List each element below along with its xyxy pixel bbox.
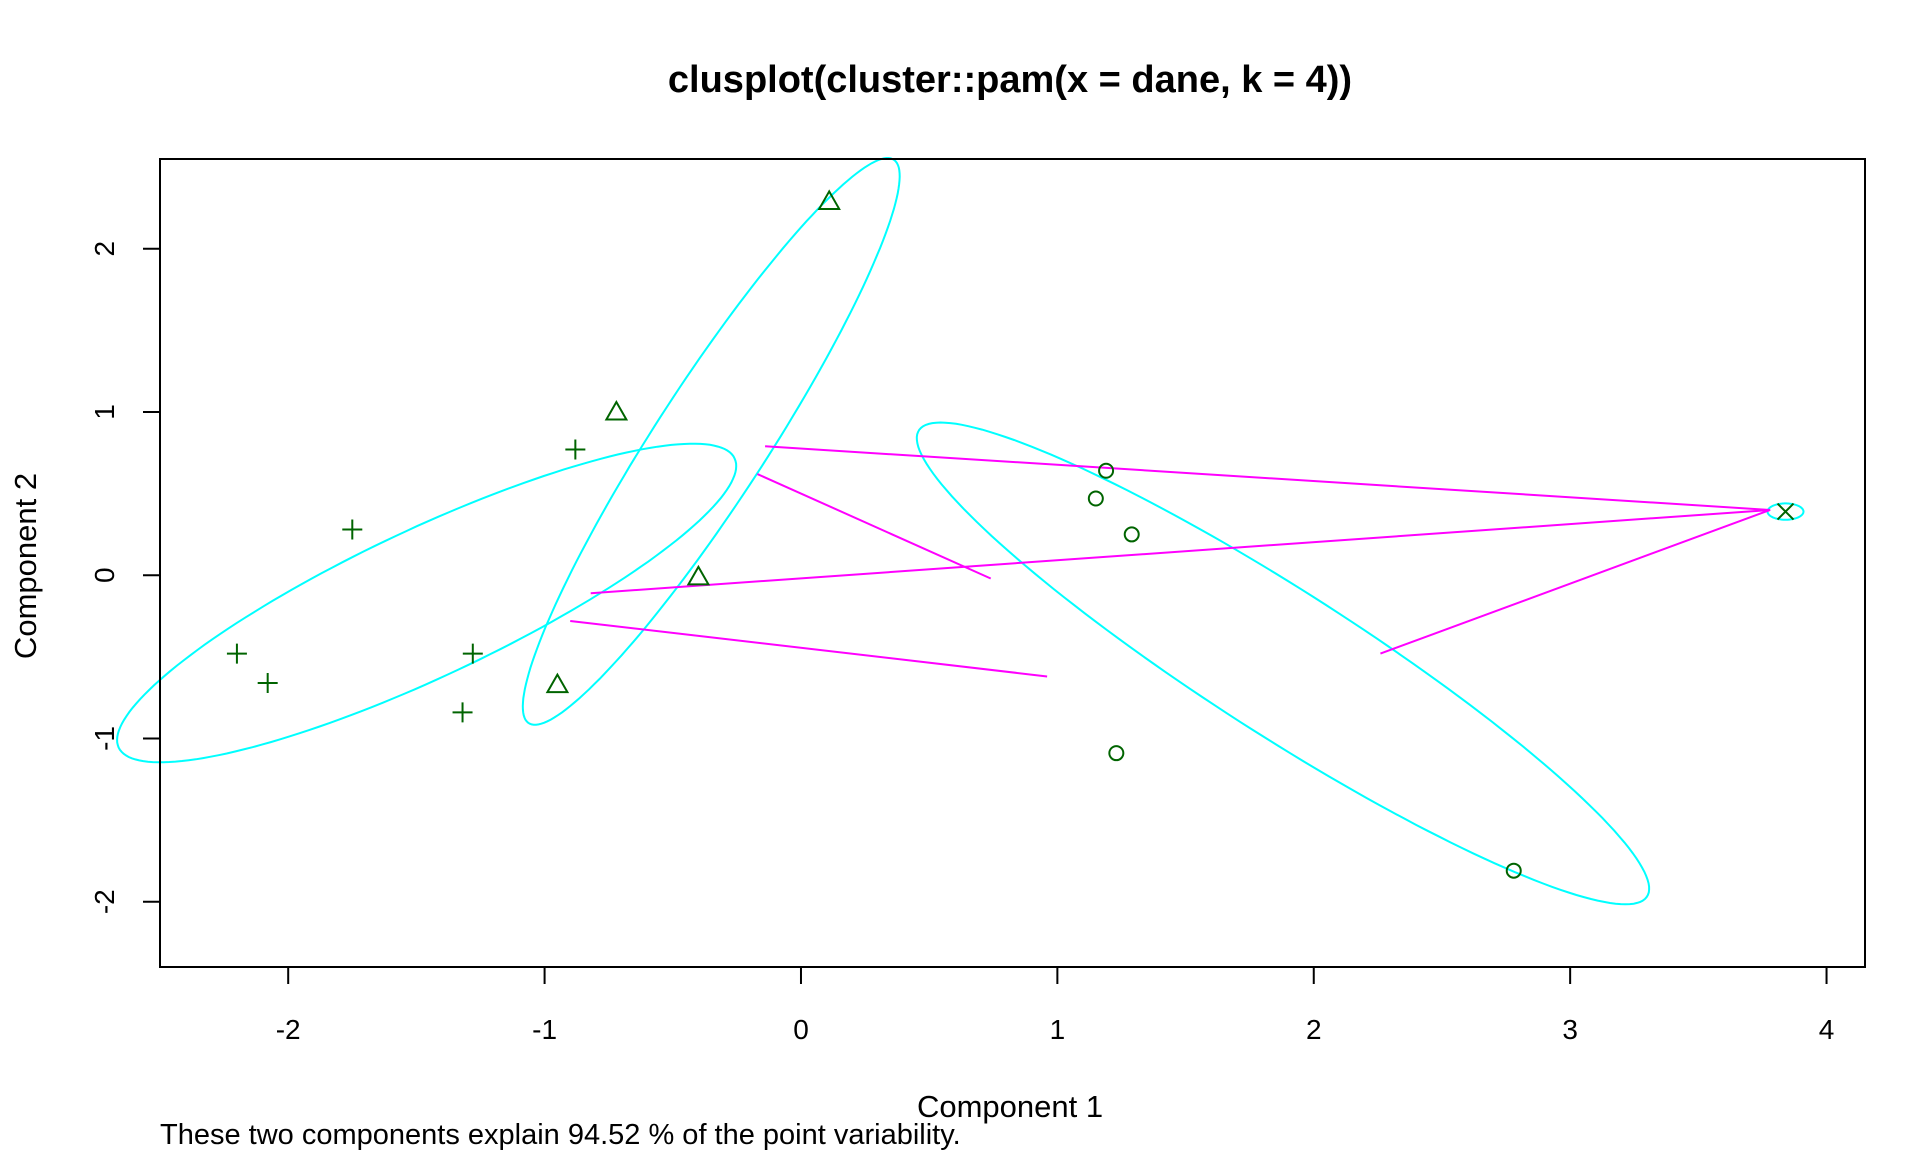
connector-line-5 — [1380, 509, 1771, 655]
x-axis: -2 -1 0 1 2 3 4 — [276, 966, 1835, 1045]
y-tick-label: 2 — [89, 241, 120, 257]
cluster-ellipse-2 — [521, 157, 901, 726]
connector-line-3 — [756, 473, 992, 580]
point-c3-1 — [1098, 462, 1115, 479]
y-axis-label: Component 2 — [8, 473, 43, 659]
chart-title: clusplot(cluster::pam(x = dane, k = 4)) — [668, 59, 1352, 101]
cluster-ellipse-1 — [116, 442, 738, 764]
point-c3-2 — [1087, 490, 1104, 507]
connector-line-1 — [765, 445, 1771, 511]
x-tick-label: 0 — [793, 1014, 809, 1045]
y-tick-label: -1 — [89, 726, 120, 751]
point-c2-3 — [686, 564, 711, 586]
x-tick-label: 4 — [1819, 1014, 1835, 1045]
y-tick-label: 0 — [89, 567, 120, 583]
point-c1-2 — [257, 672, 278, 693]
point-c2-2 — [604, 399, 629, 421]
y-tick-label: -2 — [89, 889, 120, 914]
variability-caption: These two components explain 94.52 % of … — [160, 1119, 961, 1151]
y-tick-label: 1 — [89, 404, 120, 420]
x-tick-label: 1 — [1050, 1014, 1066, 1045]
point-c2-1 — [817, 189, 841, 210]
x-tick-label: 2 — [1306, 1014, 1322, 1045]
cluster-ellipse-3 — [915, 421, 1651, 906]
cluster-ellipses — [116, 157, 1805, 906]
point-c3-5 — [1505, 862, 1522, 879]
point-c1-5 — [462, 643, 483, 664]
point-c1-6 — [565, 439, 586, 460]
point-c3-3 — [1123, 526, 1140, 543]
x-tick-label: 3 — [1562, 1014, 1578, 1045]
connector-line-2 — [590, 508, 1771, 595]
x-tick-label: -1 — [532, 1014, 557, 1045]
y-axis: -2 -1 0 1 2 — [89, 241, 161, 914]
point-c3-4 — [1108, 745, 1125, 762]
point-c4-1 — [1776, 502, 1795, 521]
point-c2-4 — [545, 672, 570, 694]
point-c1-1 — [226, 643, 247, 664]
x-tick-label: -2 — [276, 1014, 301, 1045]
data-points — [226, 189, 1795, 879]
point-c1-3 — [342, 519, 363, 540]
cluster-connector-lines — [570, 445, 1771, 678]
x-axis-label: Component 1 — [917, 1089, 1103, 1124]
connector-line-4 — [570, 619, 1048, 678]
point-c1-4 — [452, 702, 473, 723]
